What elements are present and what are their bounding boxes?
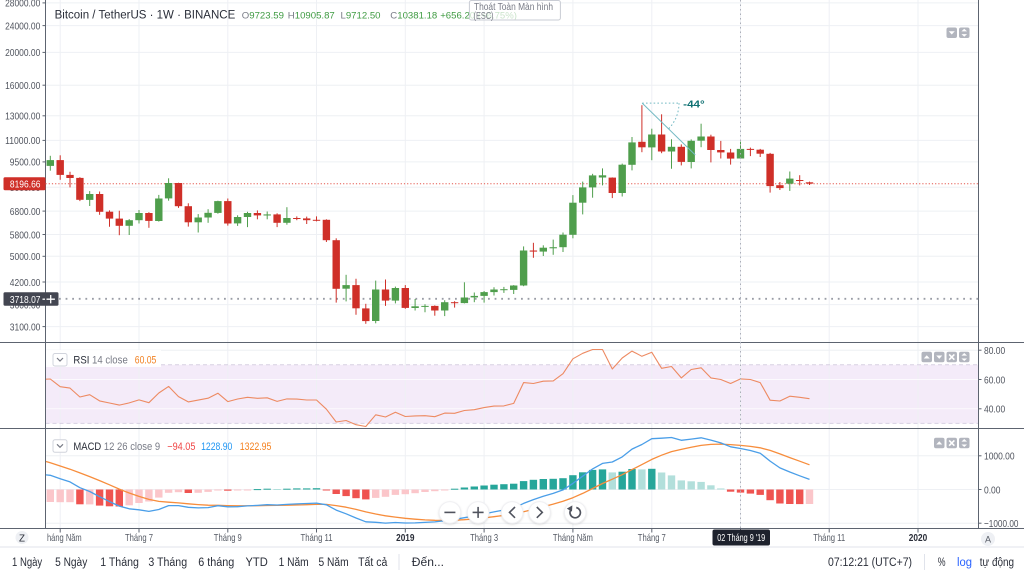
svg-text:1000.00: 1000.00 [984, 451, 1015, 463]
svg-text:-44°: -44° [683, 99, 705, 110]
svg-text:3 Tháng: 3 Tháng [148, 557, 187, 569]
svg-text:Tháng Năm: Tháng Năm [553, 532, 593, 544]
svg-text:40.00: 40.00 [984, 404, 1005, 416]
svg-text:5 Năm: 5 Năm [319, 557, 349, 569]
svg-text:H10905.87: H10905.87 [288, 10, 335, 21]
svg-text:28000.00: 28000.00 [5, 0, 40, 10]
svg-text:60.05: 60.05 [135, 355, 157, 367]
svg-text:Tháng 7: Tháng 7 [638, 532, 666, 544]
svg-text:1 Ngày: 1 Ngày [12, 557, 42, 569]
svg-text:2020: 2020 [909, 532, 928, 544]
svg-text:6 tháng: 6 tháng [198, 557, 234, 569]
svg-text:1 Tháng: 1 Tháng [100, 557, 139, 569]
svg-text:MACD 12 26 close 9: MACD 12 26 close 9 [73, 441, 160, 453]
svg-text:1 Năm: 1 Năm [279, 557, 309, 569]
svg-text:O9723.59: O9723.59 [242, 10, 284, 21]
svg-text:YTD: YTD [246, 557, 268, 569]
svg-text:Bitcoin / TetherUS · 1W · BINA: Bitcoin / TetherUS · 1W · BINANCE [55, 10, 236, 22]
svg-text:5 Ngày: 5 Ngày [55, 557, 87, 569]
svg-text:5000.00: 5000.00 [10, 251, 41, 263]
svg-text:0.00: 0.00 [984, 484, 1001, 496]
svg-text:02 Tháng 9 '19: 02 Tháng 9 '19 [717, 532, 765, 544]
svg-text:07:12:21 (UTC+7): 07:12:21 (UTC+7) [828, 557, 912, 569]
svg-text:3100.00: 3100.00 [10, 321, 41, 333]
svg-text:Thoát Toàn Màn hình: Thoát Toàn Màn hình [474, 2, 553, 13]
svg-text:8196.66: 8196.66 [10, 179, 41, 191]
svg-text:Tất cả: Tất cả [358, 557, 388, 569]
svg-text:2019: 2019 [396, 532, 415, 544]
svg-text:Tháng 11: Tháng 11 [813, 532, 845, 544]
svg-text:9500.00: 9500.00 [10, 157, 41, 169]
svg-text:Z: Z [19, 533, 25, 544]
svg-text:5800.00: 5800.00 [10, 229, 41, 241]
svg-text:Tháng 7: Tháng 7 [125, 532, 153, 544]
svg-text:tự động: tự động [980, 557, 1014, 569]
svg-text:4200.00: 4200.00 [10, 277, 41, 289]
svg-text:Tháng 3: Tháng 3 [470, 532, 498, 544]
svg-text:60.00: 60.00 [984, 374, 1005, 386]
svg-text:6800.00: 6800.00 [10, 206, 41, 218]
svg-text:L9712.50: L9712.50 [341, 10, 381, 21]
svg-text:C10381.18: C10381.18 [390, 10, 437, 21]
svg-text:3718.07: 3718.07 [10, 294, 41, 306]
svg-text:%: % [938, 557, 946, 569]
svg-text:1322.95: 1322.95 [240, 441, 272, 453]
svg-text:−1000.00: −1000.00 [984, 518, 1019, 530]
svg-text:20000.00: 20000.00 [5, 47, 40, 59]
svg-text:80.00: 80.00 [984, 345, 1005, 357]
svg-text:Đến...: Đến... [412, 557, 444, 569]
svg-text:A: A [985, 535, 991, 545]
svg-text:háng Năm: háng Năm [47, 532, 82, 544]
svg-text:24000.00: 24000.00 [5, 20, 40, 32]
svg-text:(ESC): (ESC) [474, 11, 494, 22]
svg-text:−94.05: −94.05 [167, 441, 195, 453]
svg-text:log: log [957, 557, 972, 569]
svg-text:11000.00: 11000.00 [5, 135, 40, 147]
svg-text:Tháng 9: Tháng 9 [214, 532, 242, 544]
svg-text:Tháng 11: Tháng 11 [301, 532, 333, 544]
svg-text:1228.90: 1228.90 [201, 441, 232, 453]
svg-text:RSI 14 close: RSI 14 close [73, 355, 127, 367]
svg-text:13000.00: 13000.00 [5, 111, 40, 123]
svg-text:16000.00: 16000.00 [5, 80, 40, 92]
